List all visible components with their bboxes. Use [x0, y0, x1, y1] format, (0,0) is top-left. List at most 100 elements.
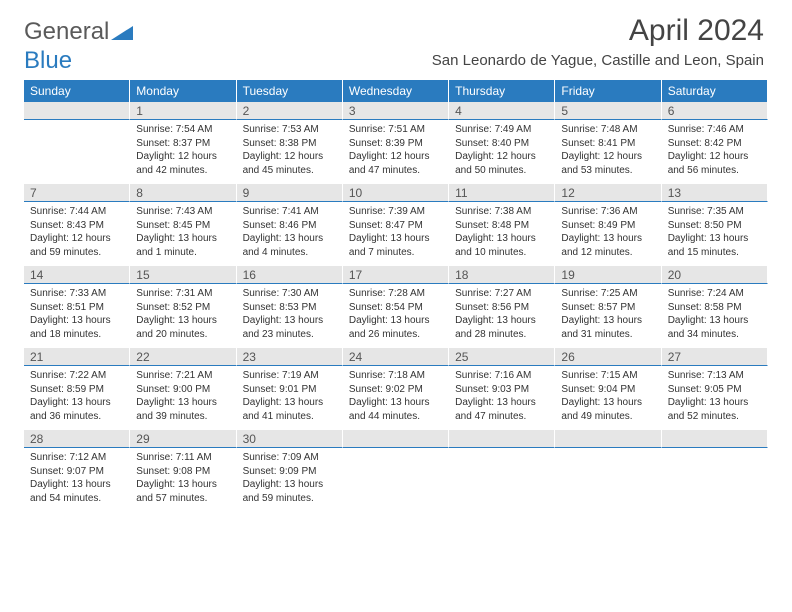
calendar-day-cell: Sunrise: 7:31 AMSunset: 8:52 PMDaylight:… [130, 284, 236, 348]
calendar-day-line: Daylight: 13 hours [136, 232, 229, 246]
calendar-day-line: Daylight: 13 hours [243, 314, 336, 328]
calendar-day-line: Daylight: 13 hours [455, 314, 548, 328]
calendar-day-line: Sunset: 9:09 PM [243, 465, 336, 479]
calendar-day-cell [555, 448, 661, 512]
calendar-day-line: and 41 minutes. [243, 410, 336, 424]
calendar-day-line: Sunset: 9:00 PM [136, 383, 229, 397]
calendar-day-line: Daylight: 13 hours [243, 396, 336, 410]
calendar-daynum-cell: 12 [555, 184, 661, 202]
calendar-daynum-cell: 9 [237, 184, 343, 202]
calendar-header-row: SundayMondayTuesdayWednesdayThursdayFrid… [24, 80, 768, 102]
calendar-day-cell: Sunrise: 7:15 AMSunset: 9:04 PMDaylight:… [555, 366, 661, 430]
calendar-day-line: Sunset: 9:02 PM [349, 383, 442, 397]
calendar-day-line: Daylight: 13 hours [455, 232, 548, 246]
calendar-day-cell: Sunrise: 7:27 AMSunset: 8:56 PMDaylight:… [449, 284, 555, 348]
calendar-day-cell: Sunrise: 7:53 AMSunset: 8:38 PMDaylight:… [237, 120, 343, 184]
calendar-day-line: Sunrise: 7:44 AM [30, 205, 123, 219]
calendar-daynum-cell: 1 [130, 102, 236, 120]
calendar-day-cell: Sunrise: 7:38 AMSunset: 8:48 PMDaylight:… [449, 202, 555, 266]
calendar-day-line: and 10 minutes. [455, 246, 548, 260]
calendar-day-cell: Sunrise: 7:35 AMSunset: 8:50 PMDaylight:… [662, 202, 768, 266]
calendar-day-line: Sunrise: 7:25 AM [561, 287, 654, 301]
calendar-day-line: Daylight: 13 hours [561, 396, 654, 410]
calendar-daynum-cell [343, 430, 449, 448]
calendar-day-line: and 12 minutes. [561, 246, 654, 260]
calendar-day-cell: Sunrise: 7:09 AMSunset: 9:09 PMDaylight:… [237, 448, 343, 512]
calendar-day-cell: Sunrise: 7:44 AMSunset: 8:43 PMDaylight:… [24, 202, 130, 266]
calendar-day-line: Daylight: 13 hours [243, 478, 336, 492]
calendar-day-line: and 15 minutes. [668, 246, 761, 260]
calendar-daynum-cell: 26 [555, 348, 661, 366]
calendar-daynum-cell: 11 [449, 184, 555, 202]
calendar-day-line: Sunrise: 7:31 AM [136, 287, 229, 301]
calendar-day-cell: Sunrise: 7:11 AMSunset: 9:08 PMDaylight:… [130, 448, 236, 512]
calendar-daynum-cell: 22 [130, 348, 236, 366]
calendar-day-line: and 39 minutes. [136, 410, 229, 424]
calendar-day-line: and 59 minutes. [243, 492, 336, 506]
calendar-day-line: Sunset: 8:57 PM [561, 301, 654, 315]
calendar-day-cell: Sunrise: 7:21 AMSunset: 9:00 PMDaylight:… [130, 366, 236, 430]
calendar-header-cell: Thursday [449, 80, 555, 102]
calendar-day-line: Sunset: 8:49 PM [561, 219, 654, 233]
calendar-day-line: Sunset: 8:39 PM [349, 137, 442, 151]
calendar-day-line: Daylight: 13 hours [30, 478, 123, 492]
calendar-daynum-cell: 23 [237, 348, 343, 366]
calendar-day-line: Sunset: 8:37 PM [136, 137, 229, 151]
calendar-day-line: Sunset: 8:58 PM [668, 301, 761, 315]
calendar-day-line: and 45 minutes. [243, 164, 336, 178]
calendar-day-line: Sunset: 8:46 PM [243, 219, 336, 233]
calendar-day-line: Sunrise: 7:15 AM [561, 369, 654, 383]
calendar: SundayMondayTuesdayWednesdayThursdayFrid… [24, 80, 768, 512]
calendar-day-cell: Sunrise: 7:48 AMSunset: 8:41 PMDaylight:… [555, 120, 661, 184]
calendar-day-cell: Sunrise: 7:16 AMSunset: 9:03 PMDaylight:… [449, 366, 555, 430]
calendar-day-cell: Sunrise: 7:41 AMSunset: 8:46 PMDaylight:… [237, 202, 343, 266]
calendar-day-line: Daylight: 12 hours [136, 150, 229, 164]
calendar-day-line: Daylight: 13 hours [349, 396, 442, 410]
calendar-day-cell: Sunrise: 7:25 AMSunset: 8:57 PMDaylight:… [555, 284, 661, 348]
calendar-day-line: Daylight: 12 hours [561, 150, 654, 164]
calendar-day-line: Sunset: 8:40 PM [455, 137, 548, 151]
calendar-day-line: Sunrise: 7:35 AM [668, 205, 761, 219]
calendar-daynum-row: 123456 [24, 102, 768, 120]
calendar-day-line: Daylight: 13 hours [455, 396, 548, 410]
calendar-daynum-cell: 17 [343, 266, 449, 284]
calendar-body-row: Sunrise: 7:33 AMSunset: 8:51 PMDaylight:… [24, 284, 768, 348]
calendar-daynum-cell: 16 [237, 266, 343, 284]
calendar-daynum-row: 78910111213 [24, 184, 768, 202]
calendar-day-line: Sunrise: 7:12 AM [30, 451, 123, 465]
calendar-day-line: Daylight: 13 hours [349, 232, 442, 246]
calendar-day-line: Sunrise: 7:51 AM [349, 123, 442, 137]
calendar-day-line: and 18 minutes. [30, 328, 123, 342]
calendar-day-cell: Sunrise: 7:18 AMSunset: 9:02 PMDaylight:… [343, 366, 449, 430]
calendar-day-line: Sunrise: 7:27 AM [455, 287, 548, 301]
calendar-day-line: Daylight: 13 hours [668, 232, 761, 246]
calendar-day-line: Daylight: 12 hours [349, 150, 442, 164]
calendar-day-line: Sunset: 8:42 PM [668, 137, 761, 151]
calendar-body-row: Sunrise: 7:44 AMSunset: 8:43 PMDaylight:… [24, 202, 768, 266]
calendar-day-line: Sunrise: 7:28 AM [349, 287, 442, 301]
calendar-day-line: Sunrise: 7:18 AM [349, 369, 442, 383]
calendar-day-line: Sunrise: 7:09 AM [243, 451, 336, 465]
calendar-day-line: Sunrise: 7:46 AM [668, 123, 761, 137]
calendar-body-row: Sunrise: 7:12 AMSunset: 9:07 PMDaylight:… [24, 448, 768, 512]
calendar-daynum-cell [24, 102, 130, 120]
calendar-day-cell [662, 448, 768, 512]
calendar-day-cell: Sunrise: 7:49 AMSunset: 8:40 PMDaylight:… [449, 120, 555, 184]
calendar-day-line: and 53 minutes. [561, 164, 654, 178]
calendar-day-line: Daylight: 13 hours [561, 232, 654, 246]
calendar-day-line: Sunset: 8:51 PM [30, 301, 123, 315]
calendar-day-line: Sunset: 8:53 PM [243, 301, 336, 315]
calendar-day-line: Sunset: 9:01 PM [243, 383, 336, 397]
calendar-daynum-cell: 29 [130, 430, 236, 448]
calendar-day-line: Daylight: 13 hours [30, 396, 123, 410]
calendar-day-cell: Sunrise: 7:33 AMSunset: 8:51 PMDaylight:… [24, 284, 130, 348]
calendar-day-line: Sunrise: 7:36 AM [561, 205, 654, 219]
calendar-day-line: Sunset: 8:47 PM [349, 219, 442, 233]
calendar-header-cell: Monday [130, 80, 236, 102]
calendar-day-line: Sunset: 9:07 PM [30, 465, 123, 479]
calendar-daynum-cell: 10 [343, 184, 449, 202]
calendar-day-cell: Sunrise: 7:43 AMSunset: 8:45 PMDaylight:… [130, 202, 236, 266]
calendar-day-line: Sunrise: 7:43 AM [136, 205, 229, 219]
calendar-day-cell [343, 448, 449, 512]
calendar-day-line: Daylight: 13 hours [30, 314, 123, 328]
